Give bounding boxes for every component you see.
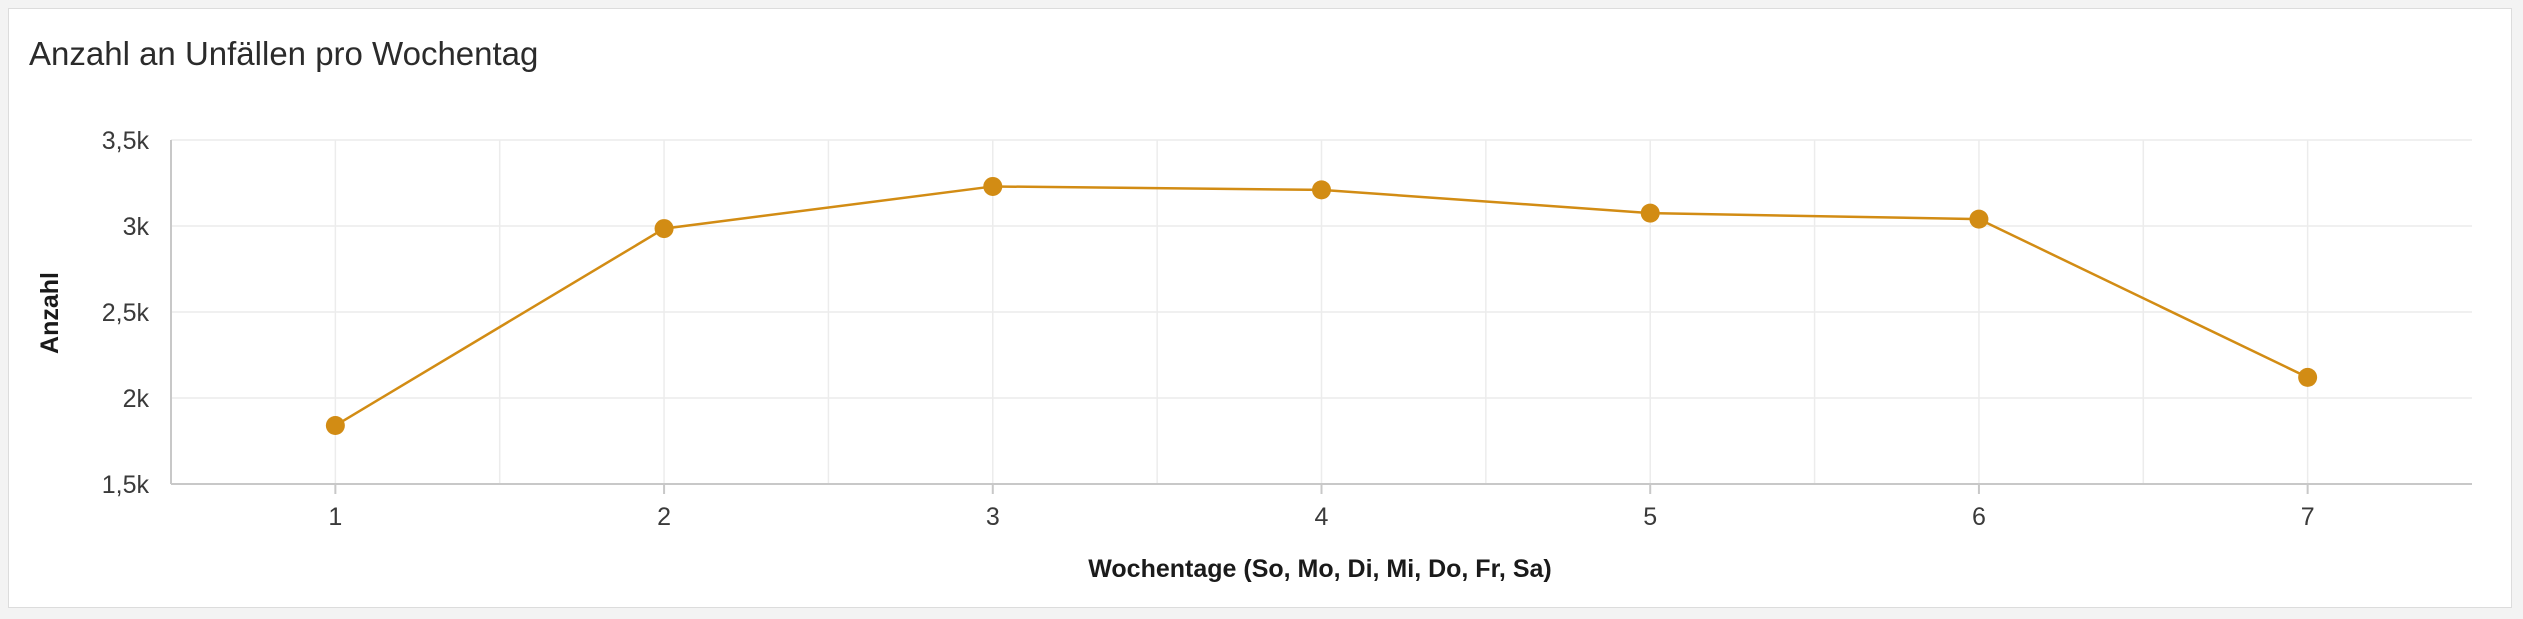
x-tick-label: 3 xyxy=(986,503,1000,531)
y-tick-label: 3k xyxy=(123,213,150,241)
x-tick-label: 6 xyxy=(1972,503,1986,531)
data-point xyxy=(1969,209,1989,229)
data-point xyxy=(2298,367,2318,387)
y-tick-label: 1,5k xyxy=(102,471,150,499)
y-tick-label: 3,5k xyxy=(102,127,150,155)
grid-layer xyxy=(171,139,2472,485)
y-axis-title: Anzahl xyxy=(36,272,64,354)
x-tick-label: 5 xyxy=(1643,503,1657,531)
data-point xyxy=(325,416,345,436)
series-layer xyxy=(325,176,2318,436)
data-point xyxy=(983,176,1003,196)
x-tick-label: 7 xyxy=(2301,503,2315,531)
y-tick-label: 2,5k xyxy=(102,299,150,327)
y-tick-label: 2k xyxy=(123,385,150,413)
data-point xyxy=(1312,180,1331,200)
axes-layer: 1,5k 2k 2,5k 3k 3,5k 1 2 3 4 5 6 7 xyxy=(102,127,2472,531)
chart-card: Anzahl an Unfällen pro Wochentag xyxy=(8,8,2512,608)
x-tick-label: 2 xyxy=(657,503,671,531)
x-tick-label: 4 xyxy=(1315,503,1329,531)
data-point xyxy=(1640,203,1660,223)
chart-title: Anzahl an Unfällen pro Wochentag xyxy=(29,35,539,72)
x-axis-title: Wochentage (So, Mo, Di, Mi, Do, Fr, Sa) xyxy=(1088,555,1551,583)
x-tick-label: 1 xyxy=(328,503,342,531)
data-point xyxy=(654,219,674,239)
